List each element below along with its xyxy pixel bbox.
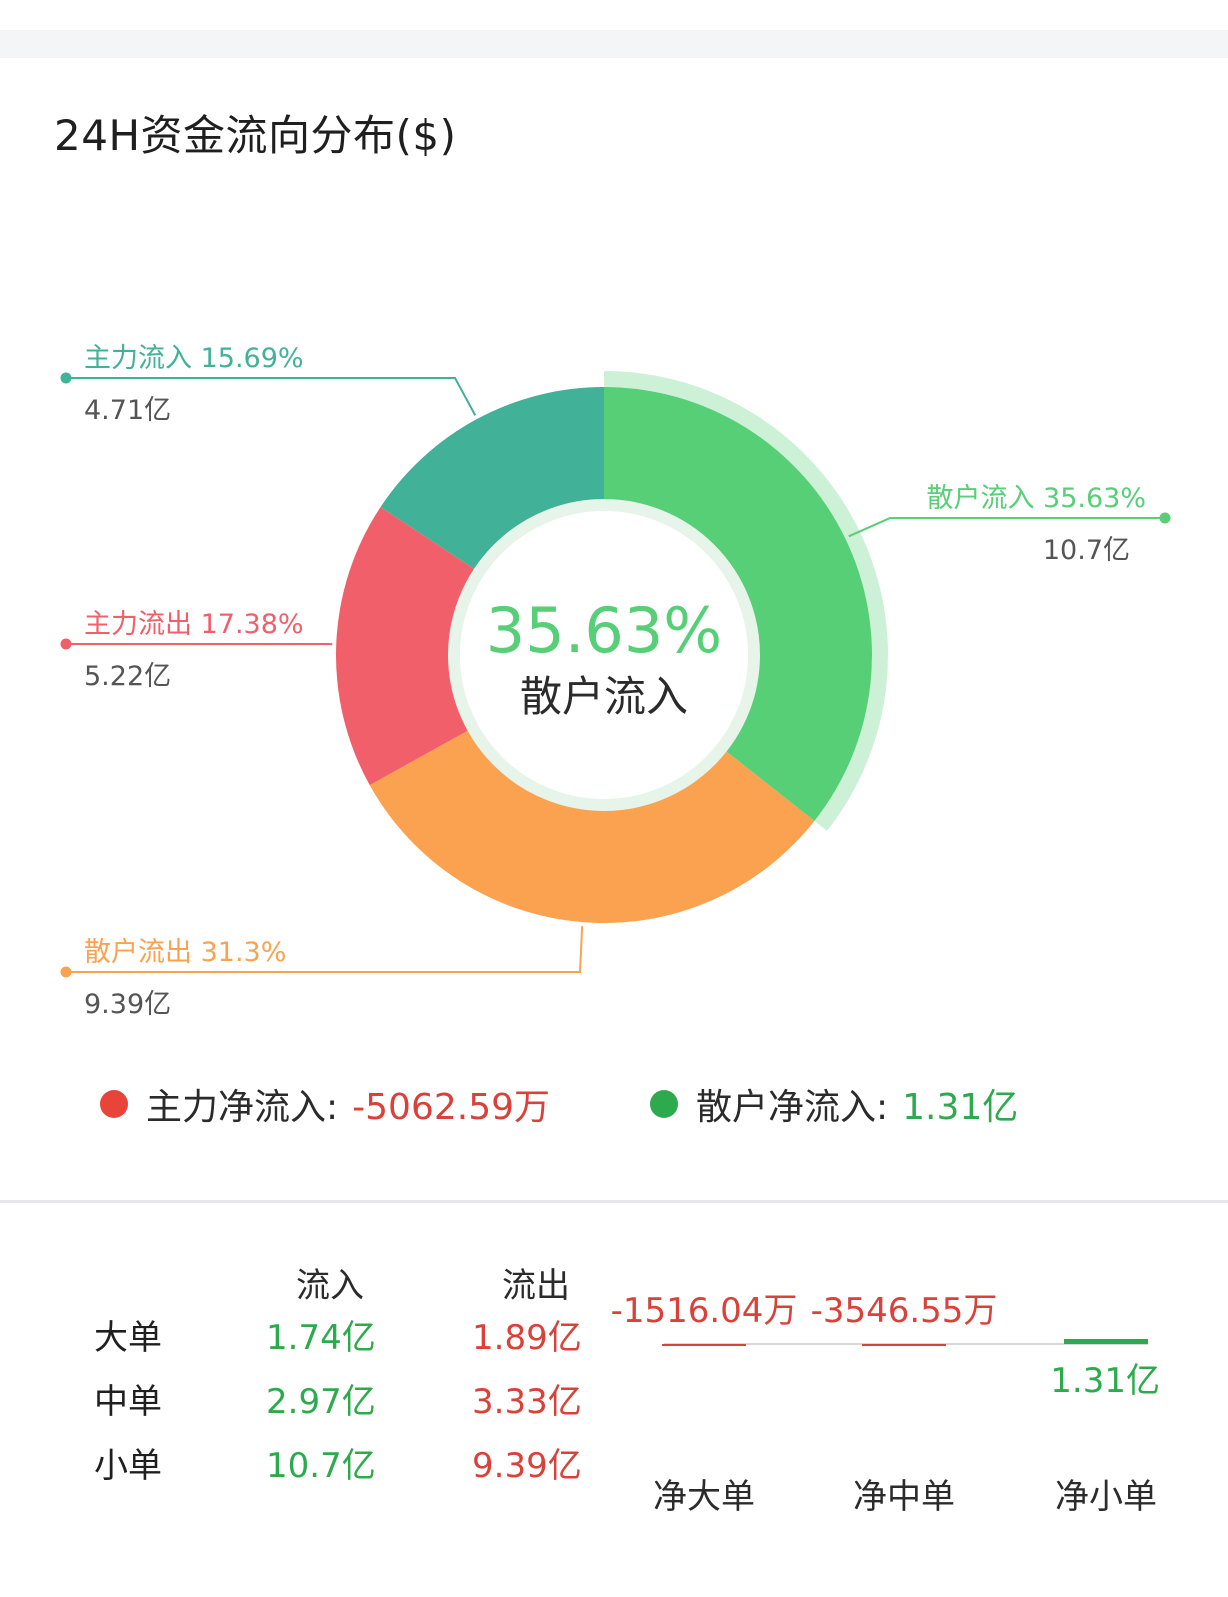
- center-value: 35.63%: [486, 594, 722, 667]
- top-strip: [0, 30, 1228, 58]
- slice-amount: 4.71亿: [84, 395, 171, 426]
- net-retail-inflow: 散户净流入: 1.31亿: [650, 1078, 1018, 1130]
- slice-label: 散户流出 31.3%: [84, 937, 286, 968]
- net-main-dot: [100, 1090, 128, 1118]
- net-bar-value: -1516.04万: [611, 1291, 798, 1331]
- divider: [0, 1200, 1228, 1203]
- net-bar-category: 净大单: [653, 1477, 755, 1517]
- page-title: 24H资金流向分布($): [54, 111, 457, 160]
- donut-slice: [336, 507, 479, 786]
- slice-amount: 10.7亿: [1043, 535, 1130, 566]
- table-header-outflow: 流出: [502, 1266, 570, 1306]
- table-row-label: 中单: [94, 1382, 162, 1422]
- slice-label: 散户流入 35.63%: [926, 483, 1146, 514]
- slice-label: 主力流入 15.69%: [84, 343, 304, 374]
- leader-dot: [1159, 512, 1171, 524]
- donut-slice: [604, 387, 872, 821]
- donut-slice-highlight: [604, 370, 888, 831]
- table-cell-outflow: 3.33亿: [472, 1382, 582, 1422]
- net-main-inflow: 主力净流入: -5062.59万: [100, 1078, 550, 1130]
- table-cell-inflow: 1.74亿: [266, 1318, 376, 1358]
- slice-label: 主力流出 17.38%: [84, 609, 304, 640]
- net-main-value: -5062.59万: [352, 1087, 551, 1128]
- slice-amount: 9.39亿: [84, 989, 171, 1020]
- table-row-label: 小单: [94, 1446, 162, 1486]
- net-retail-label: 散户净流入:: [696, 1087, 889, 1128]
- leader-line: [66, 926, 584, 973]
- net-bar-value: -3546.55万: [811, 1291, 998, 1331]
- leader-line: [66, 377, 477, 416]
- leader-dot: [60, 966, 72, 978]
- net-retail-value: 1.31亿: [902, 1087, 1019, 1128]
- table-header-inflow: 流入: [296, 1266, 364, 1306]
- table-cell-outflow: 1.89亿: [472, 1318, 582, 1358]
- net-bar: [862, 1344, 946, 1346]
- donut-slice: [380, 387, 604, 573]
- net-bar-category: 净小单: [1055, 1477, 1157, 1517]
- net-main-label: 主力净流入:: [146, 1087, 339, 1128]
- leader-dot: [60, 372, 72, 384]
- center-label: 散户流入: [520, 672, 688, 721]
- net-bar-value: 1.31亿: [1050, 1361, 1160, 1401]
- net-bar-category: 净中单: [853, 1477, 955, 1517]
- slice-amount: 5.22亿: [84, 661, 171, 692]
- leader-line: [848, 517, 1165, 538]
- donut-slice: [369, 727, 815, 923]
- donut-center: [460, 511, 748, 799]
- table-cell-outflow: 9.39亿: [472, 1446, 582, 1486]
- net-retail-dot: [650, 1090, 678, 1118]
- table-row-label: 大单: [94, 1318, 162, 1358]
- table-cell-inflow: 10.7亿: [266, 1446, 376, 1486]
- table-cell-inflow: 2.97亿: [266, 1382, 376, 1422]
- leader-dot: [60, 638, 72, 650]
- net-bar: [1064, 1339, 1148, 1344]
- net-bar: [662, 1344, 746, 1346]
